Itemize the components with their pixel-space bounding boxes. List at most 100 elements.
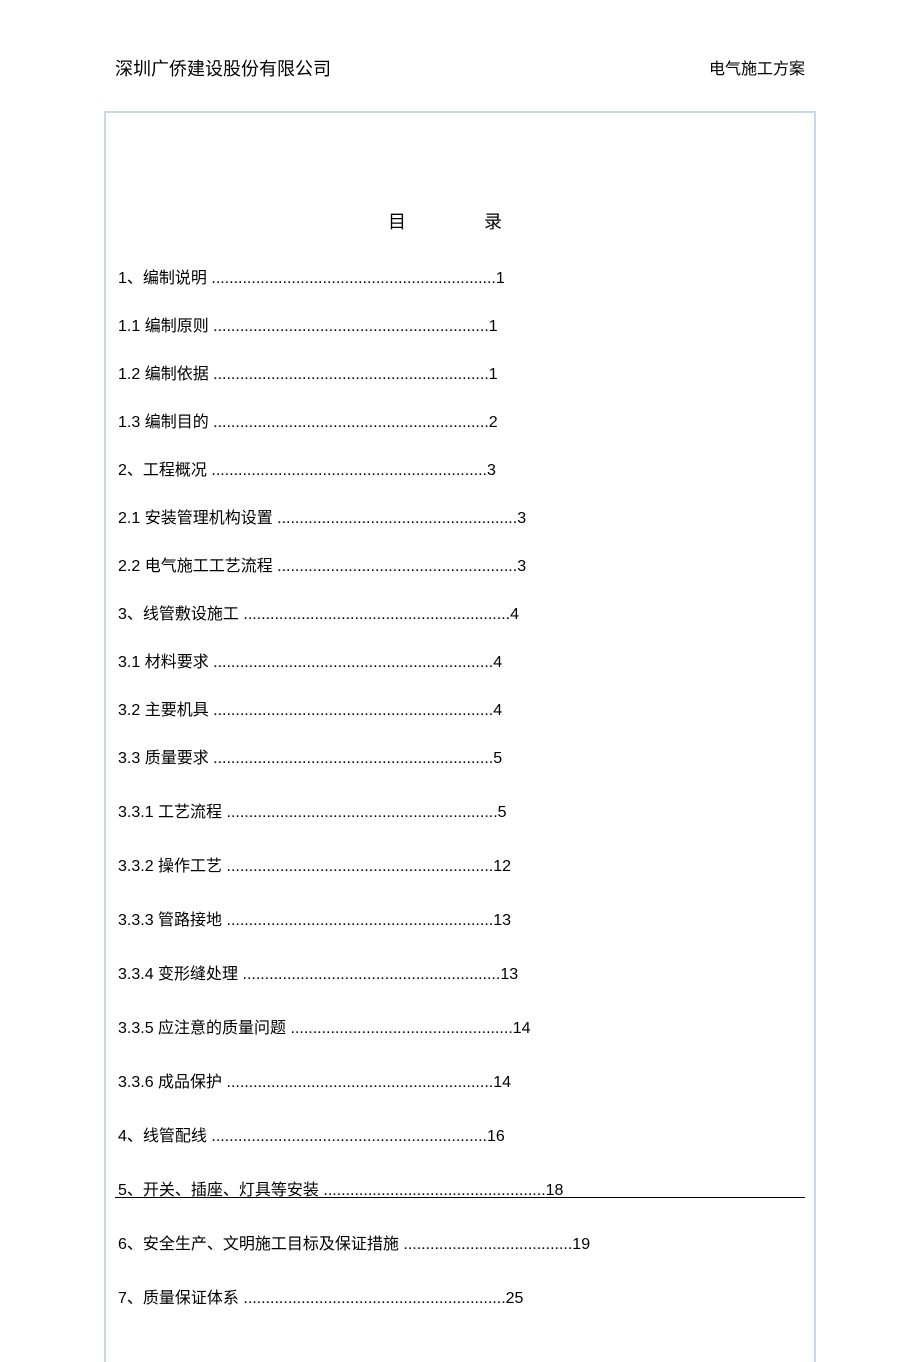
- toc-entry-label: 电气施工工艺流程: [145, 558, 273, 575]
- toc-entry-label: 质量要求: [145, 750, 209, 767]
- toc-entry-label: 线管配线: [143, 1128, 207, 1145]
- toc-entry-page: 4: [510, 606, 519, 623]
- toc-entry-label: 工艺流程: [158, 804, 222, 821]
- toc-entry: 2.2 电气施工工艺流程 ...........................…: [118, 552, 802, 576]
- toc-entry: 2、工程概况 .................................…: [118, 456, 802, 480]
- toc-title: 目 录: [118, 208, 802, 234]
- toc-entry-label: 编制原则: [145, 318, 209, 335]
- toc-entry-page: 3: [487, 462, 496, 479]
- toc-entry-number: 1、: [118, 270, 143, 287]
- toc-entry-number: 2.2: [118, 558, 145, 575]
- toc-entry-leader: ........................................…: [209, 654, 494, 671]
- toc-entry-page: 12: [493, 858, 511, 875]
- toc-entry-number: 4、: [118, 1128, 143, 1145]
- toc-entry-leader: ........................................…: [207, 1128, 487, 1145]
- footer-line: [115, 1197, 805, 1198]
- toc-entry-number: 3.3.6: [118, 1074, 158, 1091]
- toc-entry-leader: ........................................…: [273, 558, 518, 575]
- toc-entry-leader: ........................................…: [222, 804, 498, 821]
- toc-entry-number: 3.3.2: [118, 858, 158, 875]
- toc-entry: 3、线管敷设施工 ...............................…: [118, 600, 802, 624]
- toc-entry-page: 13: [493, 912, 511, 929]
- toc-entry-leader: ........................................…: [239, 606, 510, 623]
- toc-entry-label: 成品保护: [158, 1074, 222, 1091]
- toc-entry-leader: ........................................…: [222, 912, 493, 929]
- toc-entry: 1.2 编制依据 ...............................…: [118, 360, 802, 384]
- toc-entry-leader: ......................................: [399, 1236, 572, 1253]
- toc-entry-number: 7、: [118, 1290, 143, 1307]
- toc-entry: 3.3 质量要求 ...............................…: [118, 744, 802, 768]
- toc-entry-number: 1.2: [118, 366, 145, 383]
- toc-entry: 3.2 主要机具 ...............................…: [118, 696, 802, 720]
- toc-entry-number: 3.1: [118, 654, 145, 671]
- toc-entry-page: 3: [517, 558, 526, 575]
- toc-entry: 2.1 安装管理机构设置 ...........................…: [118, 504, 802, 528]
- document-type: 电气施工方案: [709, 55, 805, 81]
- toc-entry-label: 线管敷设施工: [143, 606, 239, 623]
- toc-entry-number: 6、: [118, 1236, 143, 1253]
- toc-entry-leader: ........................................…: [209, 750, 494, 767]
- toc-entry: 6、安全生产、文明施工目标及保证措施 .....................…: [118, 1230, 802, 1254]
- toc-entry: 3.3.2 操作工艺 .............................…: [118, 852, 802, 876]
- toc-entry-label: 安全生产、文明施工目标及保证措施: [143, 1236, 399, 1253]
- toc-entry-label: 工程概况: [143, 462, 207, 479]
- toc-entry-number: 3.2: [118, 702, 145, 719]
- toc-entry-number: 3.3.4: [118, 966, 158, 983]
- toc-entry-number: 2.1: [118, 510, 145, 527]
- toc-entry-label: 编制目的: [145, 414, 209, 431]
- toc-entry: 4、线管配线 .................................…: [118, 1122, 802, 1146]
- toc-entry: 3.3.1 工艺流程 .............................…: [118, 798, 802, 822]
- toc-entry-number: 2、: [118, 462, 143, 479]
- toc-entry-number: 3.3.5: [118, 1020, 158, 1037]
- toc-entry-label: 编制说明: [143, 270, 207, 287]
- toc-entry: 3.3.5 应注意的质量问题 .........................…: [118, 1014, 802, 1038]
- toc-entry-page: 5: [493, 750, 502, 767]
- toc-entry-leader: ........................................…: [222, 858, 493, 875]
- toc-entry-page: 14: [493, 1074, 511, 1091]
- toc-entry-leader: ........................................…: [222, 1074, 493, 1091]
- toc-entry-number: 1.1: [118, 318, 145, 335]
- toc-entry-label: 编制依据: [145, 366, 209, 383]
- toc-entry: 3.1 材料要求 ...............................…: [118, 648, 802, 672]
- toc-entry-number: 3.3.1: [118, 804, 158, 821]
- toc-entry-page: 4: [493, 702, 502, 719]
- toc-entry-page: 25: [506, 1290, 524, 1307]
- toc-entry-page: 1: [489, 318, 498, 335]
- toc-entry-label: 质量保证体系: [143, 1290, 239, 1307]
- toc-entry: 1.1 编制原则 ...............................…: [118, 312, 802, 336]
- toc-entry: 1、编制说明 .................................…: [118, 264, 802, 288]
- toc-entry-leader: ........................................…: [238, 966, 500, 983]
- toc-entry-label: 管路接地: [158, 912, 222, 929]
- toc-entry-number: 1.3: [118, 414, 145, 431]
- toc-entry-label: 主要机具: [145, 702, 209, 719]
- page-header: 深圳广侨建设股份有限公司 电气施工方案: [0, 0, 920, 81]
- toc-entry-leader: ........................................…: [209, 366, 489, 383]
- toc-entry-leader: ........................................…: [207, 270, 496, 287]
- toc-entry-label: 材料要求: [145, 654, 209, 671]
- toc-entry-leader: ........................................…: [207, 462, 487, 479]
- toc-entry-page: 1: [489, 366, 498, 383]
- toc-entry-label: 安装管理机构设置: [145, 510, 273, 527]
- toc-entry-page: 19: [572, 1236, 590, 1253]
- toc-list: 1、编制说明 .................................…: [118, 264, 802, 1308]
- toc-entry-page: 5: [498, 804, 507, 821]
- toc-entry-page: 1: [496, 270, 505, 287]
- toc-entry: 1.3 编制目的 ...............................…: [118, 408, 802, 432]
- toc-entry-number: 3、: [118, 606, 143, 623]
- toc-entry: 3.3.4 变形缝处理 ............................…: [118, 960, 802, 984]
- toc-entry-leader: ........................................…: [273, 510, 518, 527]
- toc-entry-label: 应注意的质量问题: [158, 1020, 286, 1037]
- content-box: 目 录 1、编制说明 .............................…: [104, 111, 816, 1362]
- toc-entry: 7、质量保证体系 ...............................…: [118, 1284, 802, 1308]
- toc-entry-leader: ........................................…: [209, 702, 494, 719]
- toc-entry-leader: ........................................…: [286, 1020, 513, 1037]
- toc-entry-page: 4: [493, 654, 502, 671]
- toc-entry-number: 3.3: [118, 750, 145, 767]
- toc-entry-page: 3: [517, 510, 526, 527]
- toc-entry-leader: ........................................…: [239, 1290, 506, 1307]
- toc-entry-leader: ........................................…: [209, 414, 489, 431]
- toc-entry-label: 操作工艺: [158, 858, 222, 875]
- toc-entry-page: 14: [513, 1020, 531, 1037]
- toc-entry-number: 3.3.3: [118, 912, 158, 929]
- toc-entry-leader: ........................................…: [209, 318, 489, 335]
